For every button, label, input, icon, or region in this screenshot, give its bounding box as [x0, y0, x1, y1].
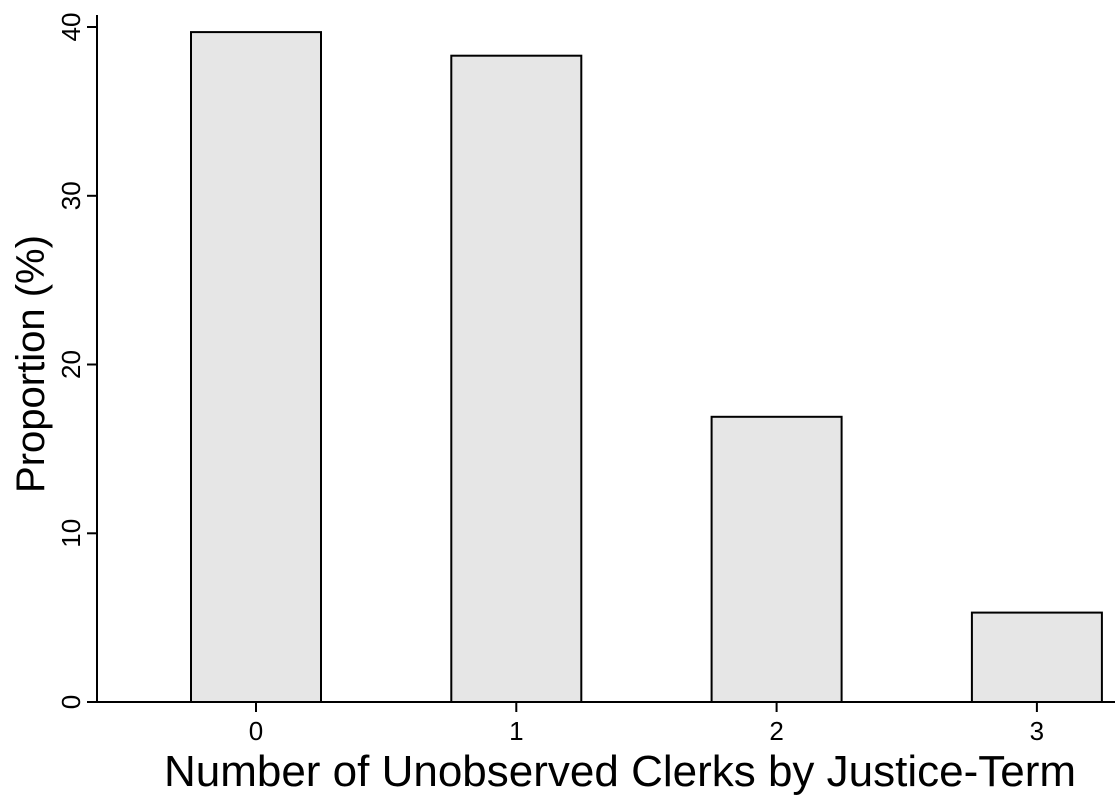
- bar-2: [710, 415, 843, 703]
- bars-layer: [190, 31, 1103, 704]
- y-tick-label-40: 40: [56, 13, 86, 42]
- labels-layer: Number of Unobserved Clerks by Justice-T…: [9, 235, 1076, 796]
- x-tick-label-2: 2: [769, 716, 783, 746]
- axes-layer: 0 10 20 30 40 0 1 2 3: [56, 13, 1115, 746]
- y-tick-label-30: 30: [56, 181, 86, 210]
- y-tick-label-0: 0: [56, 695, 86, 709]
- y-tick-label-20: 20: [56, 350, 86, 379]
- y-axis-title: Proportion (%): [9, 235, 53, 493]
- y-tick-label-10: 10: [56, 519, 86, 548]
- x-axis-title: Number of Unobserved Clerks by Justice-T…: [164, 747, 1076, 795]
- bar-1: [450, 54, 583, 703]
- bar-0: [190, 31, 322, 704]
- x-tick-label-1: 1: [509, 716, 523, 746]
- x-tick-label-0: 0: [249, 716, 263, 746]
- bar-3: [970, 611, 1103, 703]
- x-tick-label-3: 3: [1030, 716, 1044, 746]
